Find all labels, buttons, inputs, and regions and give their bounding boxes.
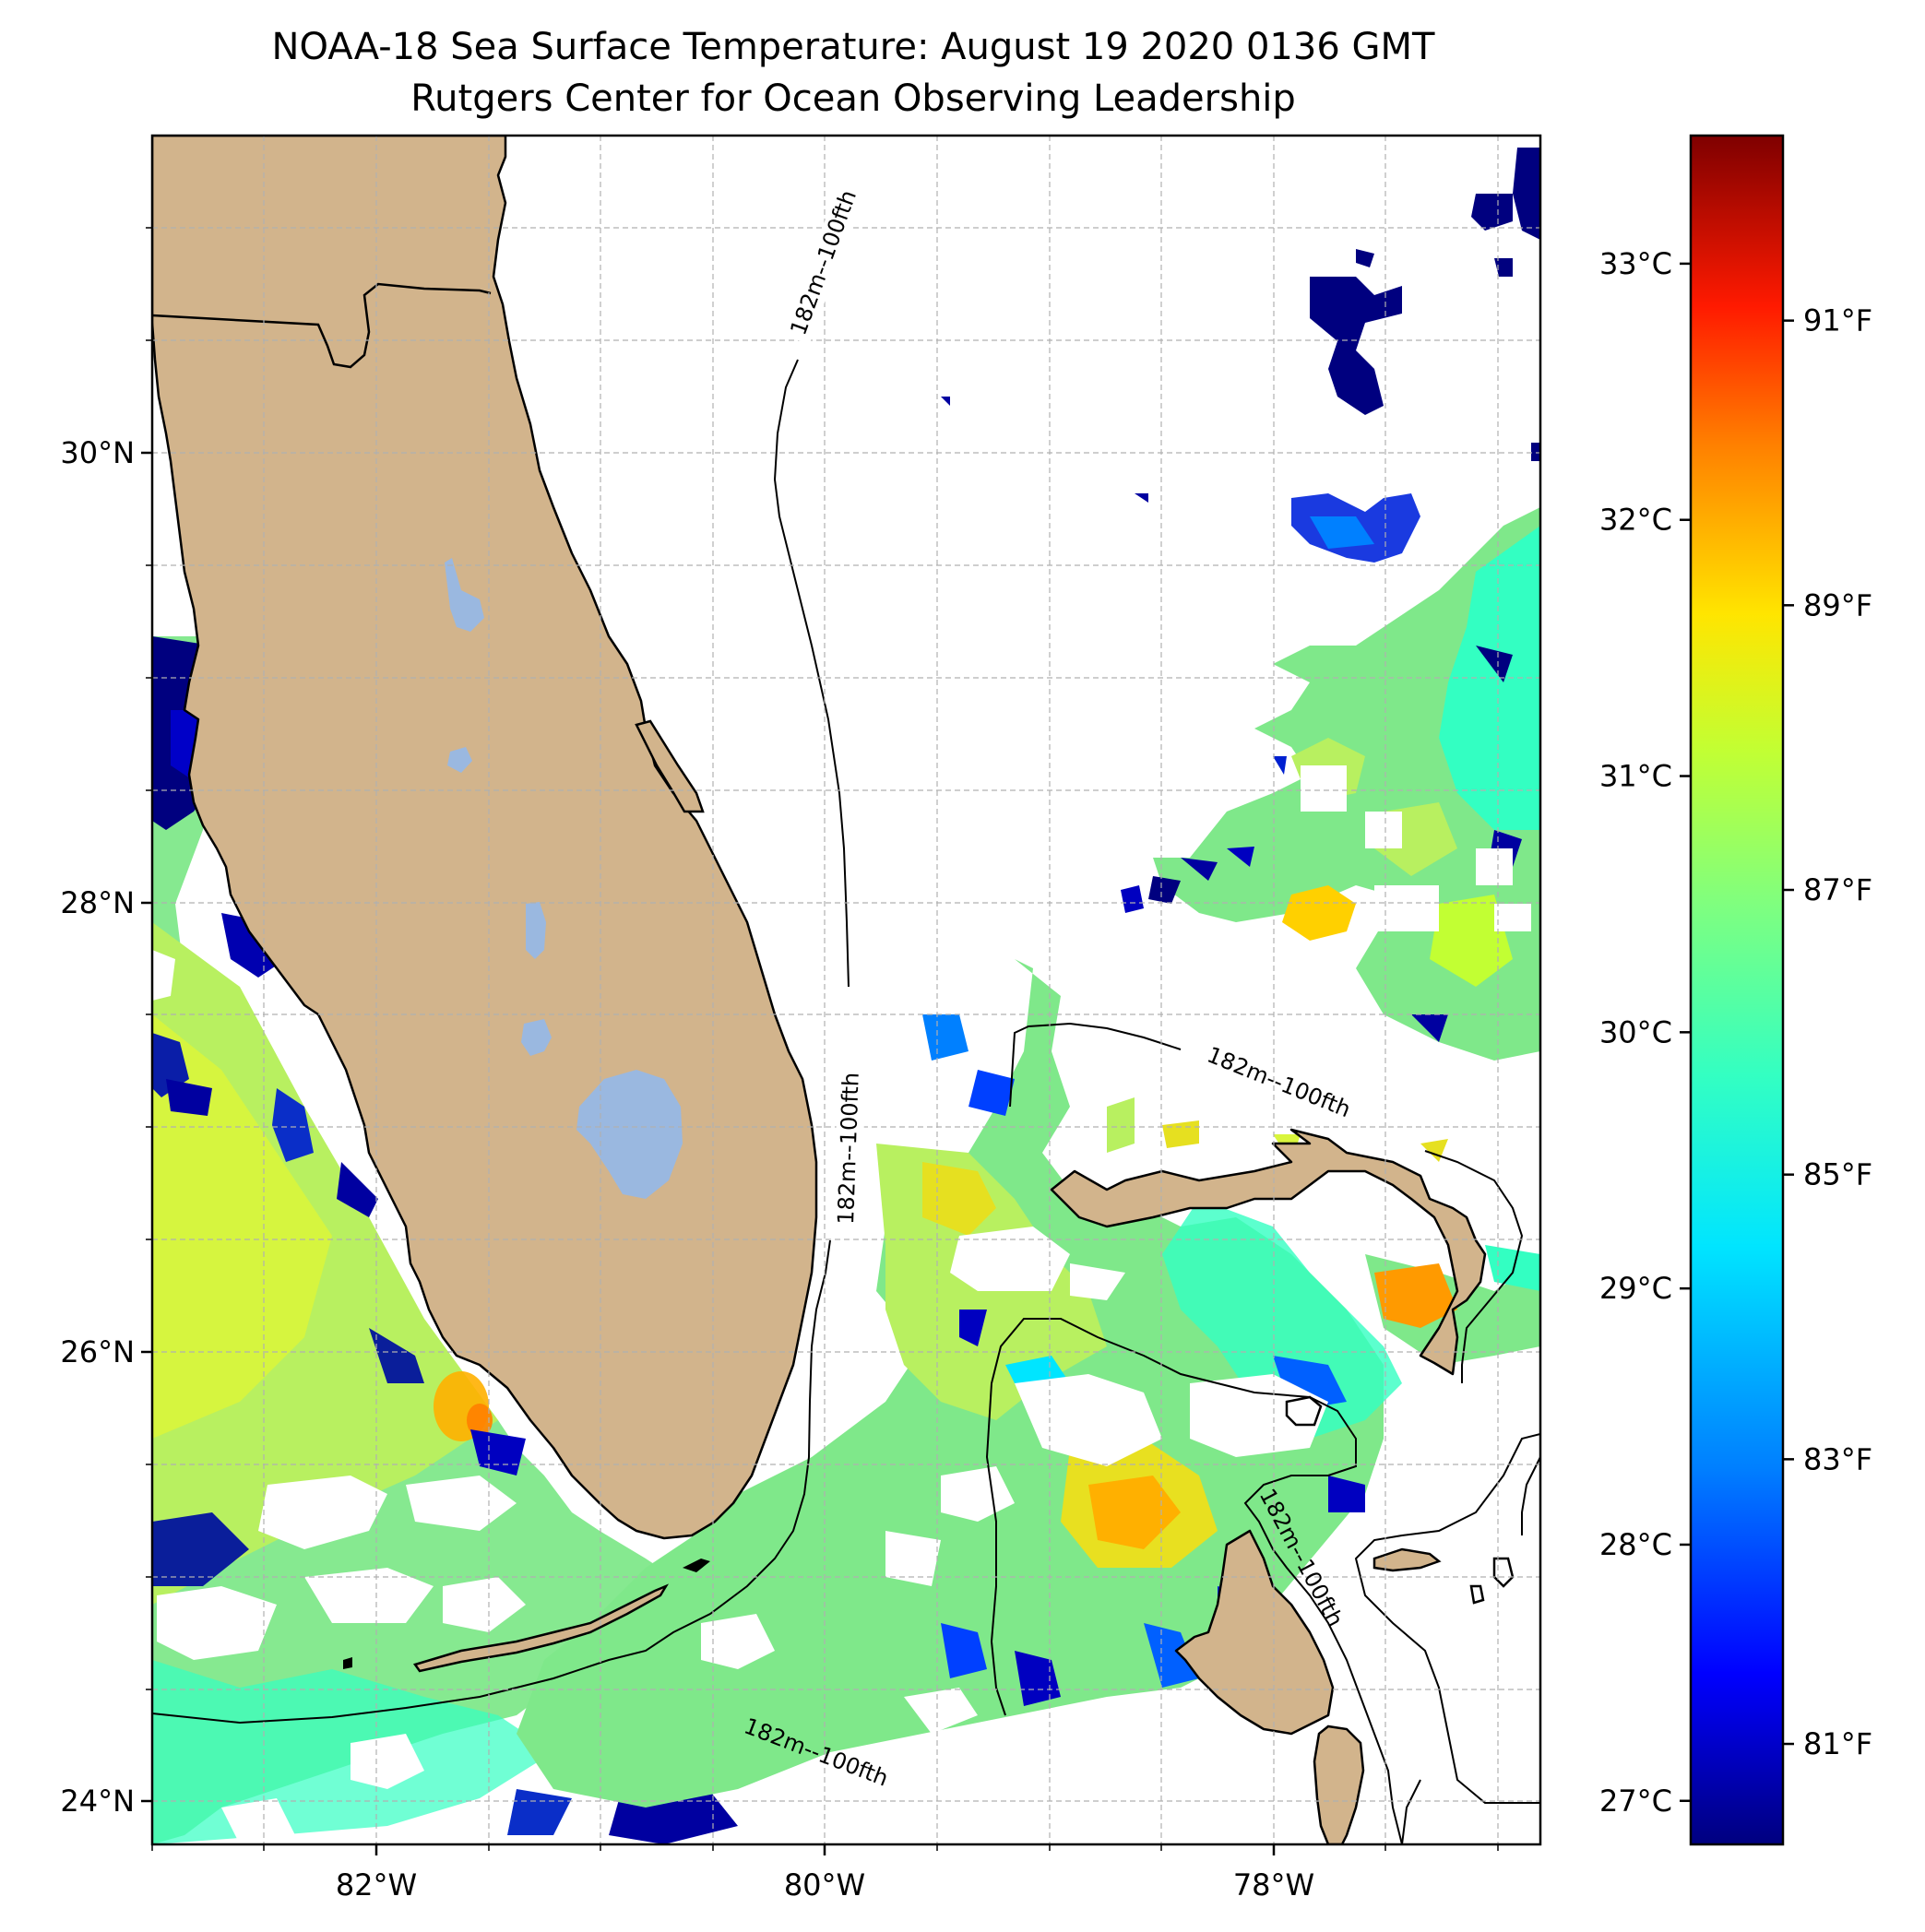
colorbar-celsius-label: 31°C xyxy=(1599,759,1672,794)
lat-tick-label: 26°N xyxy=(60,1334,135,1369)
state-border xyxy=(152,282,492,369)
lat-tick-label: 24°N xyxy=(60,1784,135,1819)
colorbar-celsius-label: 27°C xyxy=(1599,1784,1672,1819)
colorbar-celsius-label: 29°C xyxy=(1599,1271,1672,1306)
colorbar-fahrenheit-label: 81°F xyxy=(1803,1726,1872,1761)
colorbar-celsius-label: 28°C xyxy=(1599,1527,1672,1562)
isobath-label: 182m--100fth xyxy=(833,1072,864,1225)
map-area xyxy=(152,136,1540,1844)
longitude-axis: 82°W 80°W 78°W xyxy=(151,1844,1499,1902)
map-title: NOAA-18 Sea Surface Temperature: August … xyxy=(271,26,1435,68)
colorbar: 33°C 32°C 31°C 30°C 29°C 28°C 27°C 91°F 89°F 87°… xyxy=(1599,134,1872,1846)
map-frame xyxy=(150,134,1542,1846)
colorbar-fahrenheit-label: 89°F xyxy=(1803,587,1872,622)
colorbar-fahrenheit-label: 87°F xyxy=(1803,872,1872,907)
sst-atlantic-field xyxy=(941,148,1540,1061)
lon-tick-label: 82°W xyxy=(336,1867,417,1902)
colorbar-fahrenheit-label: 83°F xyxy=(1803,1441,1872,1476)
bahamas-land xyxy=(1050,1128,1515,1844)
colorbar-celsius-label: 30°C xyxy=(1599,1014,1672,1049)
colorbar-celsius-label: 32°C xyxy=(1599,503,1672,538)
lon-tick-label: 78°W xyxy=(1233,1867,1314,1902)
lat-tick-label: 30°N xyxy=(60,435,135,470)
florida-lakes xyxy=(445,558,683,1199)
lat-tick-label: 28°N xyxy=(60,885,135,920)
latitude-axis: 30°N 28°N 26°N 24°N xyxy=(60,227,152,1819)
colorbar-fahrenheit-label: 91°F xyxy=(1803,303,1872,338)
map-gridlines xyxy=(152,136,1540,1844)
colorbar-fahrenheit-label: 85°F xyxy=(1803,1157,1872,1192)
colorbar-celsius-ticks: 33°C 32°C 31°C 30°C 29°C 28°C 27°C xyxy=(1599,246,1691,1819)
colorbar-gradient xyxy=(1689,134,1785,1846)
colorbar-celsius-label: 33°C xyxy=(1599,246,1672,281)
map-subtitle: Rutgers Center for Ocean Observing Leade… xyxy=(410,77,1296,120)
lon-tick-label: 80°W xyxy=(784,1867,865,1902)
sst-gulf-field xyxy=(152,636,738,1844)
colorbar-fahrenheit-ticks: 91°F 89°F 87°F 85°F 83°F 81°F xyxy=(1783,303,1872,1761)
